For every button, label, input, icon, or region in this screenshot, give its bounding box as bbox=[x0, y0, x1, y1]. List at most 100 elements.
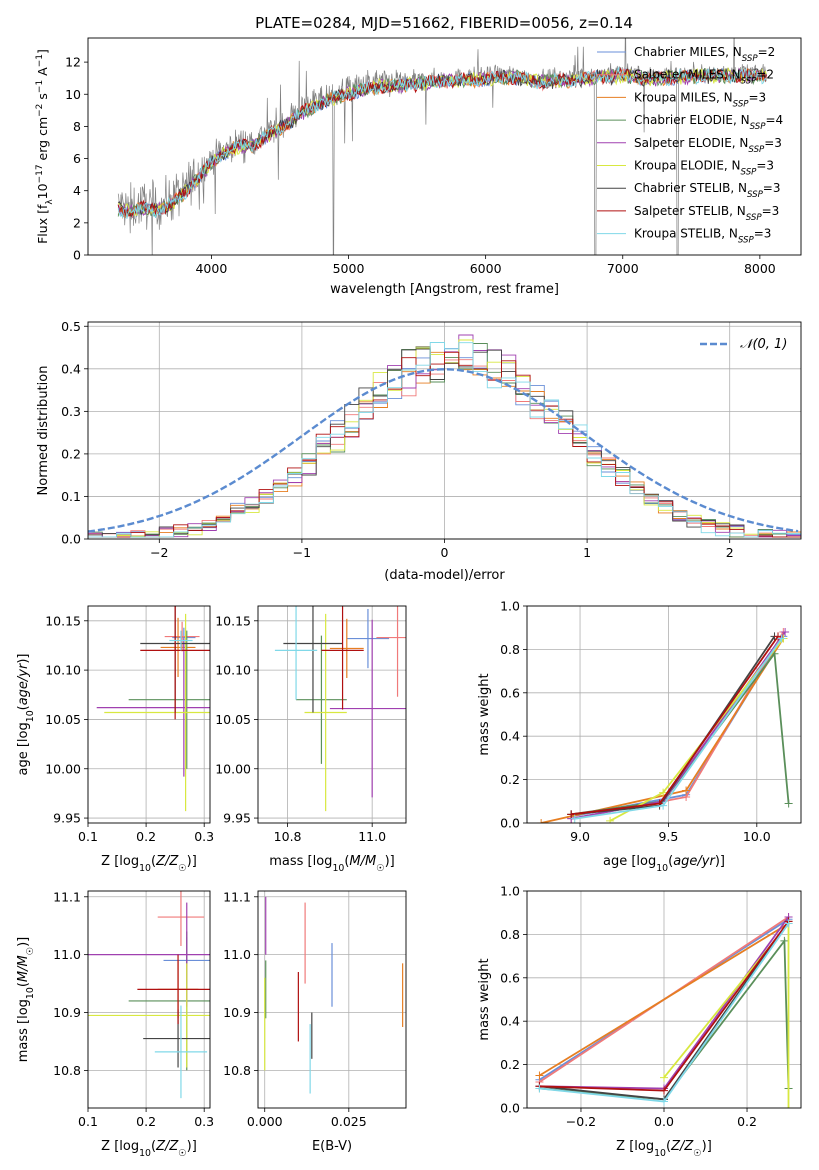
legend-label: Salpeter STELIB, NSSP=3 bbox=[634, 204, 779, 223]
age_vs_z-plot bbox=[96, 606, 210, 812]
legend-label: Salpeter MILES, NSSP=2 bbox=[634, 68, 774, 87]
y-tick-label: 10.05 bbox=[45, 712, 81, 727]
kroupa_miles-series-line bbox=[539, 922, 789, 1077]
mass_vs_ebv-axes: 0.000 0.025 10.8 10.9 11.0 11.1 bbox=[223, 889, 406, 1129]
kroupa_elodie-marker bbox=[659, 788, 668, 797]
salpeter_elodie-series-line bbox=[571, 631, 786, 820]
x-tick-label: 0.3 bbox=[194, 829, 214, 844]
y-tick-label: 4 bbox=[73, 183, 81, 198]
salpeter_elodie-marker bbox=[781, 628, 790, 637]
x-tick-label: 0.000 bbox=[247, 1114, 283, 1129]
y-tick-label: 0.4 bbox=[61, 361, 81, 376]
mass_weight_vs_age-xlabel: age [log10(age/yr)] bbox=[603, 854, 725, 874]
x-tick-label: 0.3 bbox=[194, 1114, 214, 1129]
y-tick-label: 0.8 bbox=[500, 642, 520, 657]
residuals-xlabel: (data-model)/error bbox=[384, 568, 505, 583]
spectrum-axes: 4000 5000 6000 7000 8000 0 2 4 6 8 10 12 bbox=[65, 55, 776, 276]
mass_weight_vs_age-ylabel: mass weight bbox=[477, 673, 492, 755]
salpeter_stelib-series-line bbox=[571, 635, 779, 816]
legend-label: Salpeter ELODIE, NSSP=3 bbox=[634, 136, 782, 155]
y-tick-label: 1.0 bbox=[500, 884, 520, 899]
x-tick-label: 0 bbox=[441, 545, 449, 560]
normal-curve-line bbox=[88, 368, 799, 533]
y-tick-label: 10 bbox=[65, 87, 81, 102]
y-tick-label: 0.6 bbox=[500, 970, 520, 985]
y-tick-label: 0.1 bbox=[61, 489, 81, 504]
mass_weight_vs_z-xlabel: Z [log10(Z/Z☉)] bbox=[616, 1139, 712, 1159]
x-tick-label: 10.8 bbox=[274, 829, 302, 844]
kroupa_elodie-marker bbox=[606, 816, 615, 823]
y-tick-label: 11.1 bbox=[223, 889, 251, 904]
y-tick-label: 10.00 bbox=[45, 761, 81, 776]
x-tick-label: 9.5 bbox=[658, 829, 678, 844]
kroupa_stelib-marker bbox=[659, 801, 668, 810]
salpeter_miles-series-line bbox=[571, 631, 785, 820]
y-tick-label: 0.2 bbox=[61, 446, 81, 461]
legend-label: Chabrier ELODIE, NSSP=4 bbox=[634, 113, 783, 132]
age_vs_z-xlabel: Z [log10(Z/Z☉)] bbox=[101, 854, 197, 874]
spectrum-legend: Chabrier MILES, NSSP=2 Salpeter MILES, NS… bbox=[597, 45, 783, 246]
kroupa_stelib-marker bbox=[784, 919, 793, 928]
spectrum-frame bbox=[87, 37, 802, 256]
y-tick-label: 10.00 bbox=[215, 761, 251, 776]
mass_weight_vs_age-frame bbox=[526, 605, 802, 824]
kroupa_stelib-marker bbox=[570, 814, 579, 823]
mass_weight_vs_age-plot bbox=[537, 628, 793, 823]
x-tick-label: 0.2 bbox=[136, 829, 156, 844]
kroupa_miles-marker bbox=[682, 786, 691, 795]
x-tick-label: −1 bbox=[293, 545, 311, 560]
legend-label: Kroupa ELODIE, NSSP=3 bbox=[634, 159, 774, 178]
kroupa_miles-marker bbox=[537, 819, 546, 823]
x-tick-label: 4000 bbox=[195, 261, 227, 276]
y-tick-label: 10.8 bbox=[53, 1063, 81, 1078]
kroupa_stelib-marker bbox=[777, 634, 786, 643]
x-tick-label: 9.0 bbox=[570, 829, 590, 844]
y-tick-label: 0.3 bbox=[61, 404, 81, 419]
mass_weight_vs_z-plot bbox=[535, 913, 793, 1108]
legend-label: 𝒩(0, 1) bbox=[740, 337, 787, 352]
x-tick-label: 8000 bbox=[744, 261, 776, 276]
mass_vs_ebv-xlabel: E(B-V) bbox=[312, 1139, 352, 1154]
x-tick-label: 1 bbox=[583, 545, 591, 560]
mass_weight_vs_z-axes: −0.2 0.0 0.2 0.0 0.2 0.4 0.6 0.8 1.0 bbox=[500, 884, 801, 1129]
y-tick-label: 8 bbox=[73, 119, 81, 134]
y-tick-label: 10.15 bbox=[215, 613, 251, 628]
residuals-frame bbox=[87, 321, 802, 540]
y-tick-label: 0 bbox=[73, 248, 81, 263]
figure-title: PLATE=0284, MJD=51662, FIBERID=0056, z=0… bbox=[255, 14, 633, 32]
y-tick-label: 10.9 bbox=[53, 1005, 81, 1020]
y-tick-label: 11.1 bbox=[53, 889, 81, 904]
mass_vs_ebv-frame bbox=[257, 890, 407, 1109]
y-tick-label: 9.95 bbox=[223, 811, 251, 826]
y-tick-label: 10.8 bbox=[223, 1063, 251, 1078]
x-tick-label: −0.2 bbox=[566, 1114, 596, 1129]
spectrum-xlabel: wavelength [Angstrom, rest frame] bbox=[330, 282, 559, 297]
residuals-legend: 𝒩(0, 1) bbox=[700, 337, 787, 352]
chabrier_elodie-series-line bbox=[571, 651, 790, 816]
y-tick-label: 2 bbox=[73, 215, 81, 230]
y-tick-label: 10.9 bbox=[223, 1005, 251, 1020]
chabrier_miles-series-line bbox=[571, 635, 785, 818]
mass_vs_ebv-plot bbox=[264, 896, 404, 1094]
x-tick-label: −2 bbox=[150, 545, 168, 560]
legend-label: Chabrier STELIB, NSSP=3 bbox=[634, 181, 781, 200]
spectrum-plot bbox=[117, 38, 767, 255]
y-tick-label: 0.4 bbox=[500, 1014, 520, 1029]
residuals-axes: −2 −1 0 1 2 0.0 0.1 0.2 0.3 0.4 0.5 bbox=[61, 319, 801, 560]
y-tick-label: 6 bbox=[73, 151, 81, 166]
mass_weight_vs_z-ylabel: mass weight bbox=[477, 958, 492, 1040]
kroupa_elodie-marker bbox=[784, 1104, 793, 1108]
kroupa_stelib-model-line bbox=[117, 66, 767, 219]
x-tick-label: 11.0 bbox=[358, 829, 386, 844]
mass_vs_z-axes: 0.1 0.2 0.3 10.8 10.9 11.0 11.1 bbox=[53, 889, 214, 1129]
y-tick-label: 10.05 bbox=[215, 712, 251, 727]
y-tick-label: 10.10 bbox=[45, 663, 81, 678]
y-tick-label: 10.10 bbox=[215, 663, 251, 678]
x-tick-label: 6000 bbox=[470, 261, 502, 276]
x-tick-label: 10.0 bbox=[743, 829, 771, 844]
age_vs_mass-frame bbox=[257, 605, 407, 824]
x-tick-label: 0.025 bbox=[331, 1114, 367, 1129]
y-tick-label: 0.0 bbox=[500, 816, 520, 831]
y-tick-label: 12 bbox=[65, 55, 81, 70]
